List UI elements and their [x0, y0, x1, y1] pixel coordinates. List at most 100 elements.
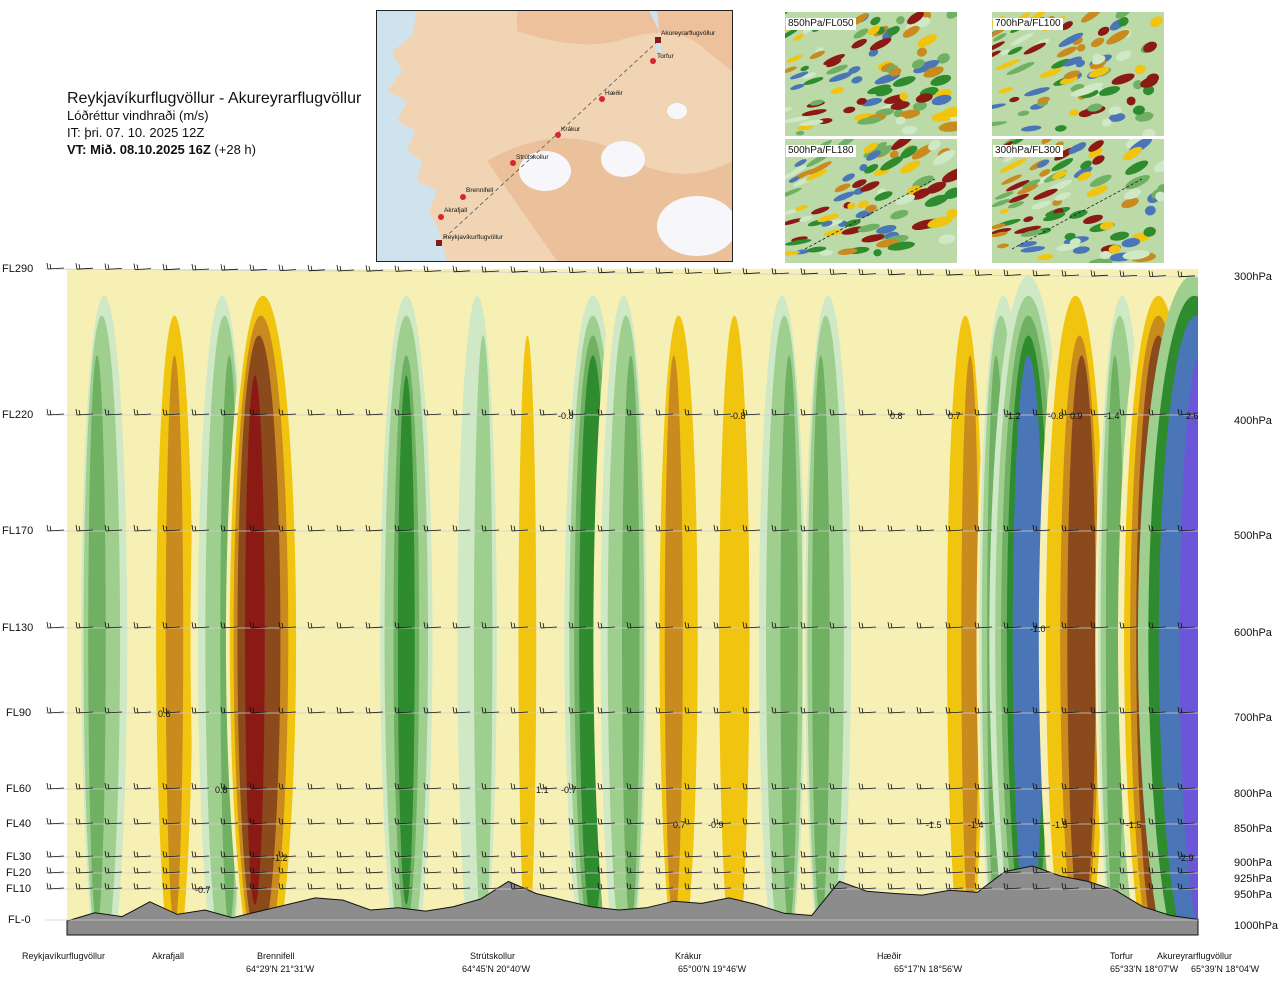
inset-pattern-blob [890, 209, 909, 220]
wind-barb [220, 621, 239, 629]
inset-pattern-blob [999, 208, 1010, 214]
wind-barb [539, 621, 558, 629]
inset-pattern-blob [805, 169, 828, 181]
wind-barb [742, 621, 761, 629]
inset-label-700: 700hPa/FL100 [993, 18, 1063, 30]
wind-barb [278, 264, 297, 271]
wind-barb [1032, 621, 1051, 629]
inset-pattern-blob [869, 37, 892, 51]
wind-barb [307, 264, 326, 272]
wind-barb [394, 265, 413, 272]
inset-pattern-blob [1108, 106, 1122, 115]
wind-barb [278, 817, 297, 825]
inset-label-850: 850hPa/FL050 [786, 18, 856, 30]
wind-barb [974, 782, 993, 790]
inset-pattern-blob [1022, 179, 1041, 189]
inset-pattern-blob [1115, 50, 1132, 61]
wind-barb [858, 268, 877, 275]
wind-barb [655, 621, 674, 629]
inset-pattern-blob [791, 236, 808, 242]
wind-barb [307, 524, 326, 532]
wind-barb [1061, 706, 1080, 714]
wind-barb [800, 408, 819, 416]
wind-barb [597, 817, 616, 825]
inset-pattern-blob [1009, 96, 1020, 103]
inset-pattern-blob [1005, 180, 1030, 192]
wind-barb [713, 817, 732, 825]
y-tick-fl30: FL30 [6, 851, 32, 863]
inset-pattern-blob [1154, 158, 1164, 173]
wind-barb [75, 866, 94, 874]
inset-pattern-blob [789, 71, 809, 80]
inset-pattern-blob [857, 223, 880, 233]
wind-barb [423, 621, 442, 629]
inset-pattern-blob [1051, 58, 1071, 69]
wind-barb [191, 866, 210, 874]
inset-pattern-blob [898, 109, 921, 119]
inset-pattern-blob [795, 205, 808, 211]
value-label: 2.6 [1186, 411, 1199, 421]
inset-pattern-blob [785, 187, 802, 199]
wind-barb [220, 264, 239, 271]
inset-pattern-blob [1121, 197, 1139, 209]
inset-pattern-blob [807, 161, 832, 175]
inset-pattern-blob [860, 181, 880, 192]
wind-barb [133, 817, 152, 825]
wind-barb [858, 882, 877, 890]
inset-pattern-blob [930, 74, 952, 86]
wind-barb [249, 408, 268, 416]
inset-pattern-blob [1092, 55, 1106, 65]
wind-barb [162, 817, 181, 825]
wind-barb [887, 706, 906, 714]
wind-barb [1032, 866, 1051, 874]
wind-barb [162, 524, 181, 532]
wind-barb [104, 866, 123, 874]
wind-barb [539, 817, 558, 825]
wind-barb [162, 706, 181, 714]
x-coord-akureyri: 65°39'N 18°04'W [1191, 964, 1260, 974]
wind-barb [46, 866, 65, 874]
wind-barb [278, 866, 297, 874]
inset-pattern-blob [788, 176, 800, 183]
wind-barb [481, 265, 500, 273]
wind-barb [162, 621, 181, 629]
inset-pattern-blob [1081, 12, 1102, 23]
wind-barb [220, 817, 239, 825]
inset-pattern-blob [874, 191, 893, 201]
inset-pattern-blob [902, 25, 920, 38]
inset-pattern-blob [785, 107, 793, 112]
wind-barb [481, 882, 500, 890]
inset-pattern-blob [794, 159, 807, 167]
wind-barb [394, 850, 413, 858]
wind-barb [655, 267, 674, 274]
inset-pattern-blob [785, 169, 802, 181]
wind-barb [829, 850, 848, 858]
wind-barb [249, 817, 268, 825]
inset-pattern-blob [843, 106, 856, 114]
wind-barb [597, 850, 616, 858]
wind-barb [945, 408, 964, 416]
wind-barb [1061, 817, 1080, 825]
wind-barb [858, 782, 877, 790]
wind-barb [829, 621, 848, 629]
inset-pattern-blob [873, 249, 882, 257]
inset-pattern-blob [925, 181, 947, 194]
inset-pattern-blob [994, 191, 1014, 200]
inset-pattern-blob [863, 141, 887, 158]
map-label-brennifell: Brennifell [466, 187, 494, 194]
wind-barb [452, 408, 471, 416]
wind-barb [510, 706, 529, 714]
wind-barb [684, 621, 703, 629]
wind-barb [626, 706, 645, 714]
inset-pattern-blob [821, 220, 833, 227]
inset-pattern-blob [819, 250, 833, 256]
wind-barb [829, 408, 848, 416]
wind-barb [597, 866, 616, 874]
wind-barb [1148, 621, 1167, 629]
inset-pattern-blob [826, 59, 842, 68]
inset-pattern-blob [887, 241, 915, 251]
wind-barb [539, 850, 558, 858]
inset-pattern-blob [809, 50, 825, 60]
wind-barb [858, 817, 877, 825]
inset-pattern-blob [890, 101, 910, 111]
